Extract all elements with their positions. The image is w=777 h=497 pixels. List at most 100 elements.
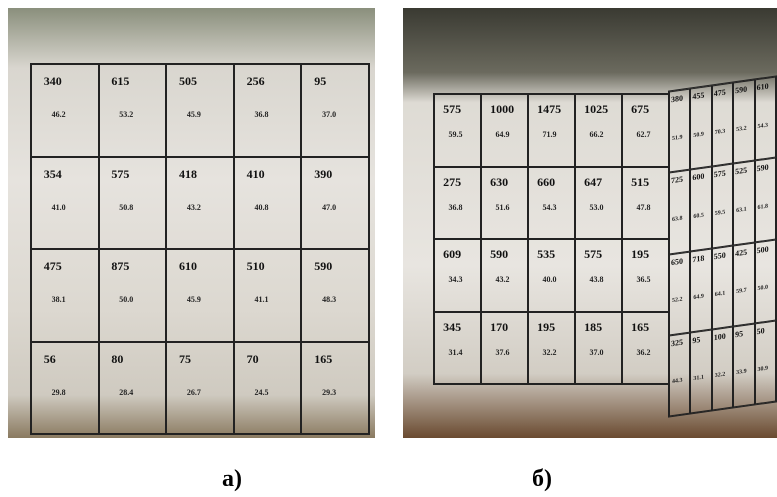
load-value: 354 — [44, 167, 62, 182]
load-value: 875 — [111, 259, 129, 274]
temperature-value: 43.2 — [496, 275, 510, 284]
temperature-value: 32.2 — [715, 372, 726, 379]
load-value: 590 — [757, 163, 769, 174]
load-value: 615 — [111, 74, 129, 89]
grid-cell: 500 50.0 — [755, 239, 776, 323]
load-value: 575 — [584, 247, 602, 262]
temperature-value: 50.0 — [758, 285, 769, 292]
load-value: 590 — [314, 259, 332, 274]
load-value: 275 — [443, 175, 461, 190]
load-value: 100 — [714, 331, 726, 342]
temperature-value: 46.2 — [52, 110, 66, 119]
temperature-value: 54.3 — [543, 203, 557, 212]
grid-cell: 600 60.5 — [690, 167, 711, 251]
grid-cell: 575 43.8 — [575, 239, 622, 312]
load-value: 325 — [671, 337, 683, 348]
load-value: 725 — [671, 175, 683, 186]
grid-cell: 345 31.4 — [434, 312, 481, 385]
load-value: 500 — [757, 244, 769, 255]
load-value: 1475 — [537, 102, 561, 117]
load-value: 195 — [631, 247, 649, 262]
load-value: 510 — [247, 259, 265, 274]
temperature-value: 66.2 — [590, 130, 604, 139]
temperature-value: 30.9 — [758, 366, 769, 373]
load-value: 50 — [757, 326, 765, 336]
load-value: 95 — [735, 329, 743, 339]
temperature-value: 43.8 — [590, 275, 604, 284]
load-value: 600 — [692, 172, 704, 183]
load-value: 345 — [443, 320, 461, 335]
temperature-value: 51.6 — [496, 203, 510, 212]
grid-cell: 510 41.1 — [234, 249, 302, 342]
grid-cell: 56 29.8 — [31, 342, 99, 435]
grid-cell: 515 47.8 — [622, 167, 669, 240]
load-value: 647 — [584, 175, 602, 190]
temperature-value: 53.2 — [736, 125, 747, 132]
temperature-value: 70.3 — [715, 128, 726, 135]
temperature-value: 41.1 — [254, 295, 268, 304]
load-value: 95 — [314, 74, 326, 89]
load-value: 675 — [631, 102, 649, 117]
temperature-value: 64.9 — [693, 294, 704, 301]
page: 34046.261553.250545.925636.89537.035441.… — [0, 0, 777, 497]
temperature-value: 64.9 — [496, 130, 510, 139]
temperature-value: 59.7 — [736, 288, 747, 295]
temperature-value: 50.9 — [693, 131, 704, 138]
load-value: 1025 — [584, 102, 608, 117]
load-value: 575 — [111, 167, 129, 182]
temperature-value: 43.2 — [187, 203, 201, 212]
temperature-value: 61.8 — [758, 203, 769, 210]
panel-label: б) — [532, 466, 552, 493]
load-value: 660 — [537, 175, 555, 190]
load-value: 390 — [314, 167, 332, 182]
load-value: 380 — [671, 94, 683, 105]
load-value: 515 — [631, 175, 649, 190]
temperature-value: 50.0 — [119, 295, 133, 304]
load-value: 56 — [44, 352, 56, 367]
grid-cell: 1025 66.2 — [575, 94, 622, 167]
temperature-value: 29.8 — [52, 388, 66, 397]
temperature-value: 37.0 — [322, 110, 336, 119]
temperature-value: 60.5 — [693, 212, 704, 219]
load-value: 195 — [537, 320, 555, 335]
temperature-value: 47.8 — [637, 203, 651, 212]
grid-cell: 100 32.2 — [712, 326, 733, 410]
temperature-value: 40.8 — [254, 203, 268, 212]
load-value: 525 — [735, 166, 747, 177]
temperature-value: 31.4 — [449, 348, 463, 357]
temperature-value: 59.5 — [715, 209, 726, 216]
temperature-value: 24.5 — [254, 388, 268, 397]
panel-label: а) — [222, 466, 242, 493]
load-value: 418 — [179, 167, 197, 182]
temperature-value: 52.2 — [672, 297, 683, 304]
grid-cell: 650 52.2 — [669, 251, 690, 335]
grid-cell: 95 37.0 — [301, 64, 369, 157]
temperature-value: 53.2 — [119, 110, 133, 119]
load-value: 70 — [247, 352, 259, 367]
load-value: 1000 — [490, 102, 514, 117]
load-value: 650 — [671, 256, 683, 267]
temperature-value: 38.1 — [52, 295, 66, 304]
